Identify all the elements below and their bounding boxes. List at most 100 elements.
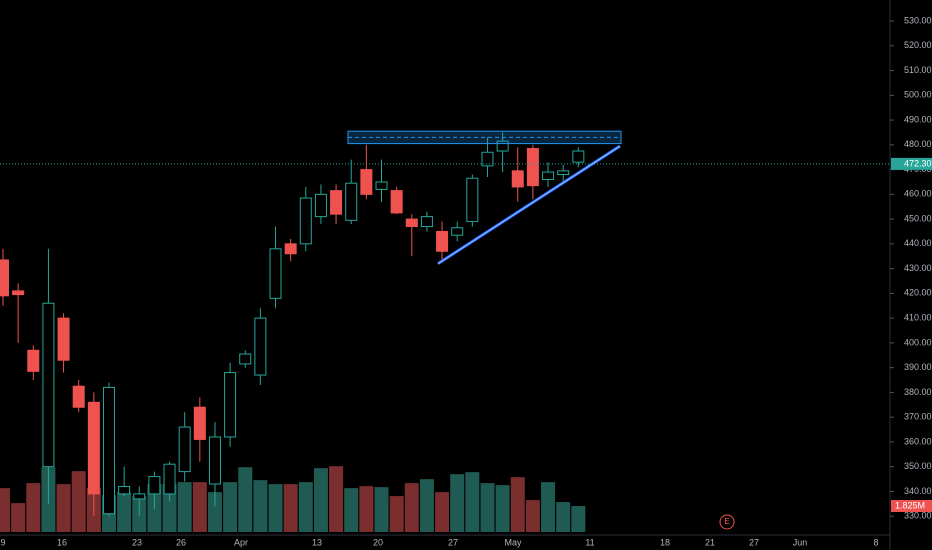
x-tick-label: 9 <box>0 537 5 547</box>
candle-body <box>0 259 9 297</box>
y-tick-label: 380.00 <box>904 387 932 397</box>
candle-body <box>330 190 343 215</box>
candle-body <box>224 372 237 438</box>
y-tick-label: 480.00 <box>904 139 932 149</box>
candle-body <box>451 227 464 236</box>
y-tick-label: 430.00 <box>904 263 932 273</box>
volume-bar <box>253 480 268 532</box>
y-tick-label: 530.00 <box>904 15 932 25</box>
x-tick-label: 27 <box>448 537 458 547</box>
y-tick-label: 460.00 <box>904 189 932 199</box>
y-tick-label: 520.00 <box>904 40 932 50</box>
last-volume-label: 1.825M <box>895 500 925 510</box>
y-tick-label: 360.00 <box>904 436 932 446</box>
volume-bar <box>556 502 571 532</box>
x-tick-label: 27 <box>749 537 759 547</box>
candle-body <box>87 401 100 495</box>
x-tick-label: 21 <box>705 537 715 547</box>
volume-bar <box>389 496 404 532</box>
candle-body <box>269 248 282 299</box>
y-tick-label: 510.00 <box>904 65 932 75</box>
candle-body <box>405 218 418 228</box>
volume-bar <box>56 484 71 532</box>
volume-bar <box>298 482 313 532</box>
volume-bar <box>223 482 238 532</box>
last-price-label: 472.30 <box>904 158 932 168</box>
candle-body <box>193 406 206 440</box>
volume-bar <box>283 484 298 532</box>
volume-bar <box>374 487 389 532</box>
x-tick-label: 18 <box>660 537 670 547</box>
x-tick-label: 20 <box>373 537 383 547</box>
candle-body <box>481 151 494 167</box>
y-tick-label: 370.00 <box>904 412 932 422</box>
candle-body <box>375 181 388 190</box>
candle-body <box>390 190 403 214</box>
candle-body <box>345 182 358 221</box>
earnings-label: E <box>724 517 729 526</box>
candle-body <box>542 171 555 180</box>
candle-body <box>314 193 327 218</box>
y-tick-label: 410.00 <box>904 313 932 323</box>
volume-bar <box>404 483 419 532</box>
volume-bar <box>435 492 450 532</box>
x-tick-label: 11 <box>585 537 594 547</box>
y-tick-label: 490.00 <box>904 114 932 124</box>
candle-body <box>27 349 40 372</box>
volume-bar <box>268 484 283 532</box>
candle-body <box>557 170 570 176</box>
earnings-marker <box>719 514 735 530</box>
volume-bar <box>238 467 253 532</box>
candle-body <box>239 353 252 365</box>
y-tick-label: 450.00 <box>904 213 932 223</box>
volume-bar <box>541 482 556 532</box>
candle-body <box>254 317 267 376</box>
volume-bar <box>480 483 495 532</box>
volume-bar <box>571 506 586 532</box>
volume-bar <box>525 500 540 532</box>
volume-bar <box>117 492 132 532</box>
volume-bar <box>344 488 359 532</box>
last-price-badge <box>891 157 932 170</box>
candle-body <box>42 302 55 468</box>
volume-bar <box>419 479 434 532</box>
last-volume-badge <box>891 500 932 512</box>
volume-bar <box>71 471 86 532</box>
volume-bar <box>495 485 510 532</box>
volume-bar <box>359 486 374 532</box>
y-tick-label: 390.00 <box>904 362 932 372</box>
volume-bar <box>329 466 344 532</box>
candle-body <box>163 463 176 495</box>
y-tick-label: 400.00 <box>904 337 932 347</box>
candle-body <box>12 290 25 296</box>
candle-body <box>572 150 585 163</box>
volume-bar <box>192 482 207 532</box>
x-tick-label: 26 <box>176 537 186 547</box>
volume-bar <box>177 482 192 532</box>
candle-body <box>526 148 539 187</box>
volume-bar <box>207 492 222 532</box>
candle-body <box>360 169 373 195</box>
candle-body <box>208 436 221 485</box>
y-tick-label: 330.00 <box>904 511 932 521</box>
candle-body <box>496 140 509 152</box>
candle-body <box>420 216 433 228</box>
x-tick-label: 13 <box>312 537 322 547</box>
candle-body <box>511 170 524 188</box>
x-tick-label: 23 <box>132 537 142 547</box>
candle-body <box>466 177 479 223</box>
volume-bar <box>0 488 10 532</box>
y-tick-label: 350.00 <box>904 461 932 471</box>
candle-body <box>72 385 85 408</box>
x-tick-label: Jun <box>793 537 808 547</box>
volume-bar <box>11 503 26 532</box>
candle-body <box>133 493 146 500</box>
trendline-inner <box>437 145 621 265</box>
y-tick-label: 340.00 <box>904 486 932 496</box>
volume-bar <box>313 468 328 532</box>
volume-bar <box>510 477 525 532</box>
candle-body <box>436 230 449 252</box>
volume-bar <box>465 472 480 532</box>
y-tick-label: 420.00 <box>904 288 932 298</box>
x-tick-label: Apr <box>234 537 248 547</box>
